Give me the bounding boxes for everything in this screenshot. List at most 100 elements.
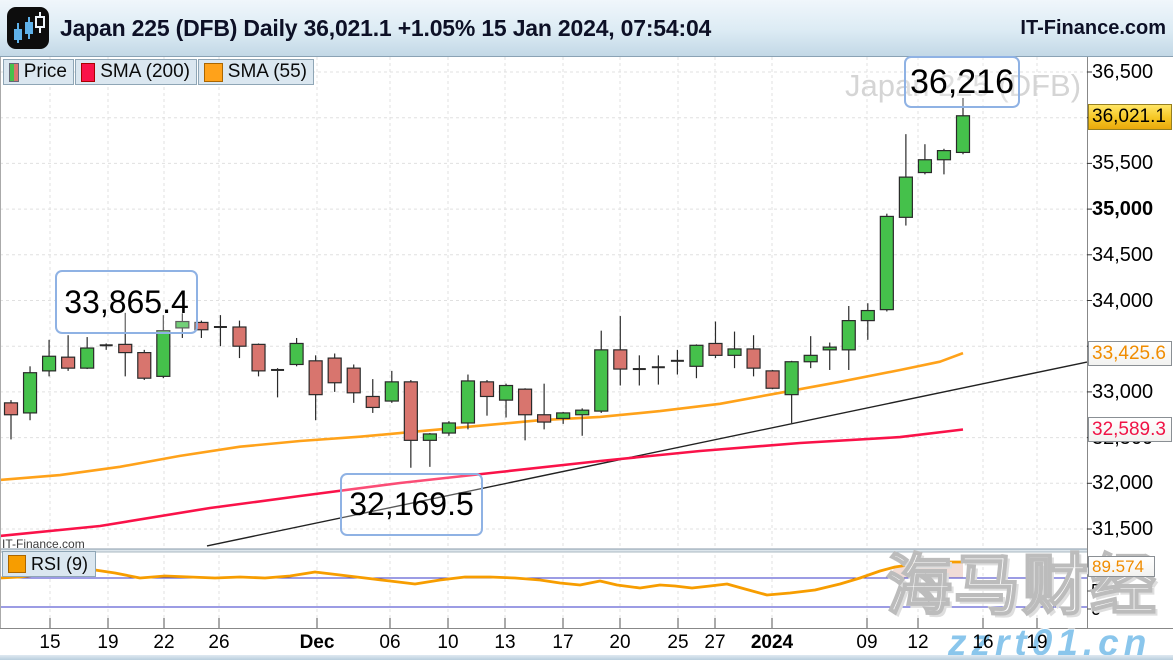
candle-body [327,357,342,384]
rsi-swatch-icon [8,555,26,573]
candle-body [860,309,875,322]
x-axis-label: 22 [153,632,175,653]
legend-item-price[interactable]: Price [3,59,74,85]
candle-body [403,381,418,441]
candle-body [41,355,57,372]
candle-body [308,360,323,396]
rsi-line [0,560,963,597]
candle-body [137,351,152,379]
candle-body [194,321,209,331]
x-axis-label: 15 [39,632,61,653]
candle-body [556,412,571,420]
trendline [206,361,1088,547]
candle-body [689,344,704,367]
x-axis-label: Dec [299,632,335,653]
candle-body [537,414,552,423]
pane-separator [0,549,1087,552]
x-axis-label: 13 [494,632,516,653]
annotation-low-text: 32,169.5 [349,486,474,522]
candle-body [498,384,514,401]
candle-body [879,215,894,311]
y-axis-label: 36,500 [1092,61,1154,83]
price-swatch-icon [9,62,19,82]
candle-body [613,349,628,370]
candle-body [156,330,171,377]
symbol-watermark: Japan 225 (DFB) [845,68,1082,103]
sma200-line [0,428,964,538]
legend-item-sma200[interactable]: SMA (200) [75,59,197,85]
candle-body [841,320,856,351]
candle-body [708,342,723,356]
candle-body [765,370,780,389]
candle-body [441,422,457,434]
x-axis-label: 10 [437,632,459,653]
x-axis-label: 2024 [750,632,794,653]
rsi-scale-label-50: 50 [1091,581,1112,601]
x-axis-label: 19 [97,632,119,653]
legend-price-label: Price [23,61,67,82]
candle-body [517,388,533,416]
legend-sma200-label: SMA (200) [100,61,190,82]
candle-body [594,349,609,412]
rsi-scale-label-0: 0 [1091,599,1102,619]
candle-body [61,356,76,369]
candle-body [917,159,933,174]
candle-body [955,115,971,154]
rsi-value-badge: 89.574 [1088,556,1155,577]
candle-body [175,320,190,329]
legend-item-rsi[interactable]: RSI (9) [2,551,96,577]
candle-body [784,361,799,396]
candle-body [803,354,818,363]
plot-brand-watermark: IT-Finance.com [2,537,85,551]
candle-body [3,402,19,416]
annotation-high-text: 36,216 [910,62,1014,101]
candlestick-logo-icon [7,7,49,49]
y-axis-label: 35,000 [1092,198,1154,221]
x-axis-label: 17 [552,632,574,653]
candle-body [365,395,380,409]
candle-body [118,343,133,354]
candle-body [479,381,495,398]
candle-body [746,348,761,369]
x-axis-label: 26 [208,632,230,653]
candle-body [289,342,304,366]
candle-body [80,347,95,369]
candle-body [346,367,361,394]
candle-body [936,150,952,161]
candle-body [898,176,913,218]
annotation-peak-text: 33,865.4 [64,283,189,320]
x-axis-label: 25 [667,632,689,653]
site-url-watermark: zzrt01.cn [948,622,1152,660]
legend-item-sma55[interactable]: SMA (55) [198,59,314,85]
title-bar: Japan 225 (DFB) Daily 36,021.1 +1.05% 15… [0,0,1173,57]
candle-body [232,326,247,347]
x-axis-label: 06 [379,632,401,653]
annotation-low-32169[interactable]: 32,169.5 [340,473,483,536]
y-axis-label: 33,000 [1092,380,1154,403]
candle-body [384,381,399,402]
x-axis-label: 12 [907,632,929,653]
x-axis-label: 20 [609,632,631,653]
last-price-badge: 36,021.1 [1088,104,1172,130]
y-axis-label: 32,000 [1092,472,1154,495]
candle-body [422,433,437,441]
sma55-line [0,351,964,482]
candle-body [22,372,38,414]
sma200-value-badge: 32,589.3 [1088,417,1172,442]
y-axis-label: 35,500 [1092,152,1154,175]
candle-body [575,409,590,416]
x-axis-label: 16 [972,632,994,653]
candle-body [822,346,837,351]
candle-body [727,348,742,356]
y-axis-label: 34,000 [1092,289,1154,312]
sma200-swatch-icon [81,62,96,82]
annotation-peak-33865[interactable]: 33,865.4 [55,270,198,334]
sma55-value-badge: 33,425.6 [1088,341,1172,366]
brand-link[interactable]: IT-Finance.com [1020,17,1166,39]
instrument-title: Japan 225 (DFB) Daily 36,021.1 +1.05% 15… [60,15,712,41]
candle-body [460,380,476,424]
annotation-high-36216[interactable]: 36,216 [904,56,1020,108]
x-axis-label: 09 [856,632,878,653]
